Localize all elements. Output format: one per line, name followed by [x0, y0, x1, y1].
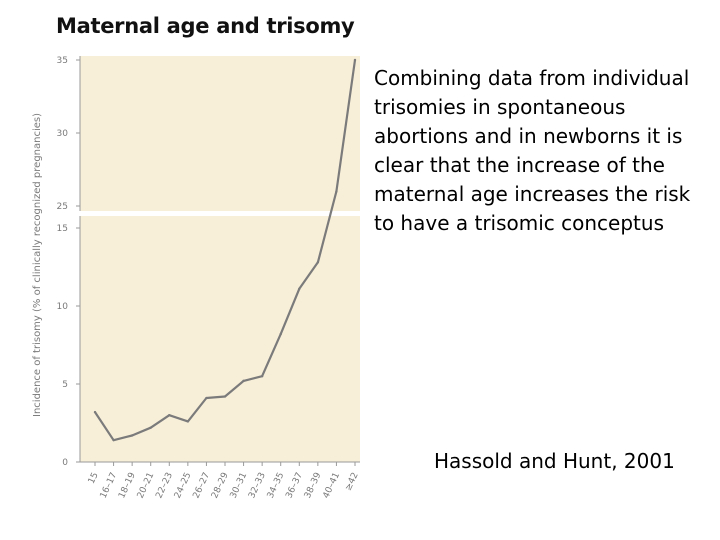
x-tick-label: 15	[87, 471, 101, 486]
y-tick-label: 15	[57, 224, 68, 234]
description-text: Combining data from individual trisomies…	[374, 66, 691, 235]
data-point	[205, 396, 208, 400]
y-tick-label: 10	[57, 302, 69, 312]
data-point	[353, 58, 357, 62]
y-axis-title: Incidence of trisomy (% of clinically re…	[32, 113, 43, 417]
x-tick-label: ≥42	[344, 471, 361, 492]
chart-canvas: 0510152530351516–1718–1920–2122–2324–252…	[32, 56, 362, 500]
data-point	[298, 287, 301, 291]
data-point	[316, 261, 320, 264]
trisomy-line-chart: 0 5 10 15 25 30 35 15 16–17 18–19 20–21 22–23 24–25 2…	[32, 56, 362, 500]
data-point	[242, 379, 245, 383]
data-point	[335, 190, 338, 193]
data-point	[93, 410, 97, 414]
data-point	[186, 420, 190, 423]
y-tick-label: 25	[57, 202, 68, 212]
data-point	[149, 426, 152, 429]
data-point	[223, 395, 227, 398]
y-tick-label: 0	[62, 458, 68, 468]
data-point	[279, 332, 282, 336]
data-point	[168, 414, 171, 417]
data-point	[260, 375, 264, 378]
plot-background	[80, 56, 360, 462]
citation-text: Hassold and Hunt, 2001	[434, 449, 675, 473]
y-tick-label: 5	[62, 380, 68, 390]
x-tick-label: 40–41	[322, 471, 343, 500]
data-point	[112, 438, 115, 442]
y-tick-label: 35	[57, 56, 68, 66]
data-point	[130, 434, 134, 437]
y-tick-label: 30	[57, 129, 69, 139]
axis-break	[74, 211, 362, 216]
slide-title: Maternal age and trisomy	[56, 14, 355, 38]
